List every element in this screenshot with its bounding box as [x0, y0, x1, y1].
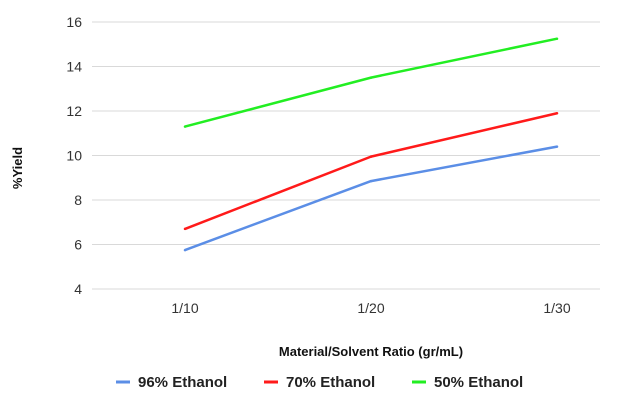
legend-label: 70% Ethanol	[286, 374, 375, 391]
y-tick-label: 6	[74, 237, 82, 253]
legend-label: 96% Ethanol	[138, 374, 227, 391]
legend-label: 50% Ethanol	[434, 374, 523, 391]
y-tick-label: 10	[66, 148, 82, 164]
legend-item: 96% Ethanol	[116, 374, 227, 391]
legend: 96% Ethanol 70% Ethanol 50% Ethanol	[116, 374, 523, 391]
legend-item: 70% Ethanol	[264, 374, 375, 391]
y-tick-label: 4	[74, 281, 82, 297]
data-point	[369, 179, 373, 183]
series-line-2	[184, 112, 558, 231]
x-tick-label: 1/10	[171, 300, 198, 316]
y-tick-label: 8	[74, 192, 82, 208]
y-tick-label: 12	[66, 103, 82, 119]
series-line-3	[184, 37, 558, 128]
series-line-1	[184, 145, 558, 252]
x-tick-label: 1/20	[357, 300, 384, 316]
y-tick-label: 16	[66, 14, 82, 30]
legend-item: 50% Ethanol	[412, 374, 523, 391]
data-point	[183, 248, 187, 252]
grid	[92, 21, 600, 290]
y-axis-title: %Yield	[10, 147, 25, 189]
data-point	[555, 111, 559, 115]
data-point	[369, 76, 373, 79]
y-tick-label: 14	[66, 59, 82, 75]
data-point	[369, 155, 373, 158]
data-point	[183, 125, 187, 128]
data-point	[555, 37, 559, 40]
x-tick-label: 1/30	[543, 300, 570, 316]
data-point	[183, 227, 187, 231]
data-point	[555, 145, 559, 148]
series-lines	[183, 37, 559, 252]
y-axis-ticks: 4 6 8 10 12 14 16	[66, 14, 82, 297]
x-axis-ticks: 1/10 1/20 1/30	[171, 300, 570, 316]
x-axis-title: Material/Solvent Ratio (gr/mL)	[279, 344, 463, 359]
